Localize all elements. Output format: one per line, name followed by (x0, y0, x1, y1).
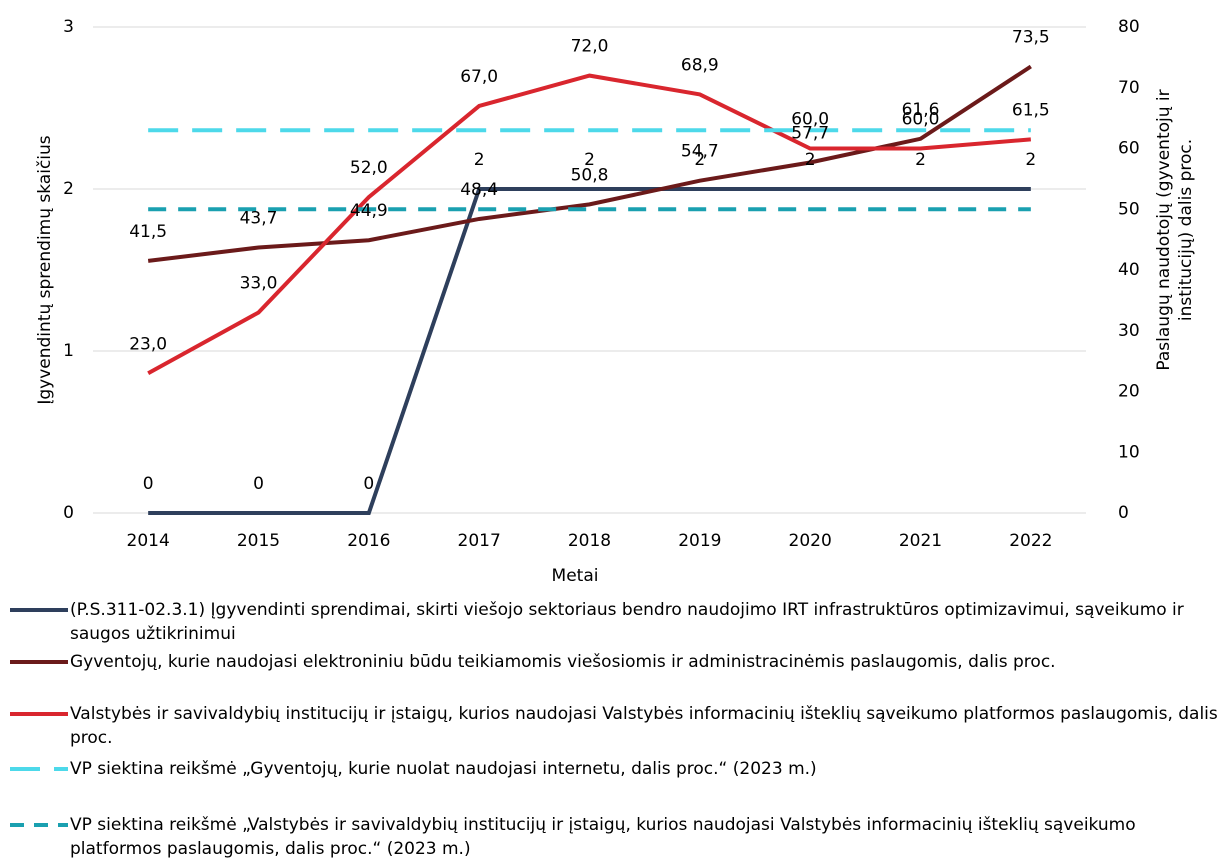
data-label: 2 (915, 150, 926, 170)
data-label: 44,9 (350, 201, 388, 221)
series-line (147, 73, 1031, 376)
x-axis-label: Metai (552, 566, 599, 586)
data-label: 68,9 (681, 55, 719, 75)
data-label: 43,7 (240, 209, 278, 229)
x-tick-label: 2014 (127, 531, 170, 551)
data-label: 48,4 (460, 180, 498, 200)
legend-entry: Valstybės ir savivaldybių institucijų ir… (70, 704, 1218, 748)
data-label: 33,0 (240, 274, 278, 294)
data-label: 57,7 (791, 123, 829, 143)
legend-swatch (10, 767, 68, 771)
legend-swatch (10, 660, 68, 664)
y2-axis-label: Paslaugų naudotojų (gyventojų ir (1154, 89, 1174, 370)
data-label: 0 (253, 474, 264, 494)
y2-tick-label: 50 (1118, 199, 1140, 219)
x-tick-label: 2022 (1009, 531, 1052, 551)
data-label: 60,0 (902, 110, 940, 130)
chart: Metai Įgyvendintų sprendimų skaičius Pas… (35, 17, 1196, 586)
data-label: 61,6 (902, 100, 940, 120)
y2-tick-label: 60 (1118, 139, 1140, 159)
x-tick-label: 2020 (789, 531, 832, 551)
data-label: 2 (474, 150, 485, 170)
data-label: 52,0 (350, 158, 388, 178)
y-axis-label: Įgyvendintų sprendimų skaičius (35, 135, 55, 404)
data-label: 67,0 (460, 67, 498, 87)
legend-entry: Gyventojų, kurie naudojasi elektroniniu … (70, 652, 1056, 672)
x-tick-label: 2018 (568, 531, 611, 551)
data-label: 2 (584, 150, 595, 170)
y2-tick-label: 10 (1118, 442, 1140, 462)
data-label: 41,5 (129, 222, 167, 242)
data-label: 50,8 (571, 165, 609, 185)
data-label: 54,7 (681, 142, 719, 162)
y2-tick-label: 70 (1118, 78, 1140, 98)
legend-entry: (P.S.311-02.3.1) Įgyvendinti sprendimai,… (70, 600, 1184, 644)
legend-swatch (10, 712, 68, 716)
y2-tick-label: 0 (1118, 503, 1129, 523)
data-label: 73,5 (1012, 27, 1050, 47)
legend-swatch (10, 823, 68, 827)
y2-tick-label: 30 (1118, 321, 1140, 341)
x-tick-label: 2017 (458, 531, 501, 551)
data-label: 2 (1025, 150, 1036, 170)
data-label: 61,5 (1012, 100, 1050, 120)
x-tick-label: 2016 (347, 531, 390, 551)
y-tick-label: 0 (63, 503, 74, 523)
data-label: 0 (363, 474, 374, 494)
data-label: 60,0 (791, 110, 829, 130)
y-tick-label: 3 (63, 17, 74, 37)
data-label: 0 (143, 474, 154, 494)
legend-swatch (10, 608, 68, 612)
y2-tick-label: 20 (1118, 382, 1140, 402)
x-tick-label: 2015 (237, 531, 280, 551)
y2-tick-label: 80 (1118, 17, 1140, 37)
x-tick-label: 2019 (678, 531, 721, 551)
data-label: 23,0 (129, 334, 167, 354)
legend-entry: VP siektina reikšmė „Valstybės ir saviva… (70, 815, 1136, 859)
y2-tick-label: 40 (1118, 260, 1140, 280)
data-label: 72,0 (571, 37, 609, 57)
y-tick-label: 2 (63, 179, 74, 199)
legend-entry: VP siektina reikšmė „Gyventojų, kurie nu… (70, 759, 817, 779)
series-line (148, 187, 1031, 515)
y-tick-label: 1 (63, 341, 74, 361)
data-label: 2 (805, 150, 816, 170)
y2-axis-label: institucijų) dalis proc. (1176, 139, 1196, 321)
x-tick-label: 2021 (899, 531, 942, 551)
data-label: 2 (694, 150, 705, 170)
